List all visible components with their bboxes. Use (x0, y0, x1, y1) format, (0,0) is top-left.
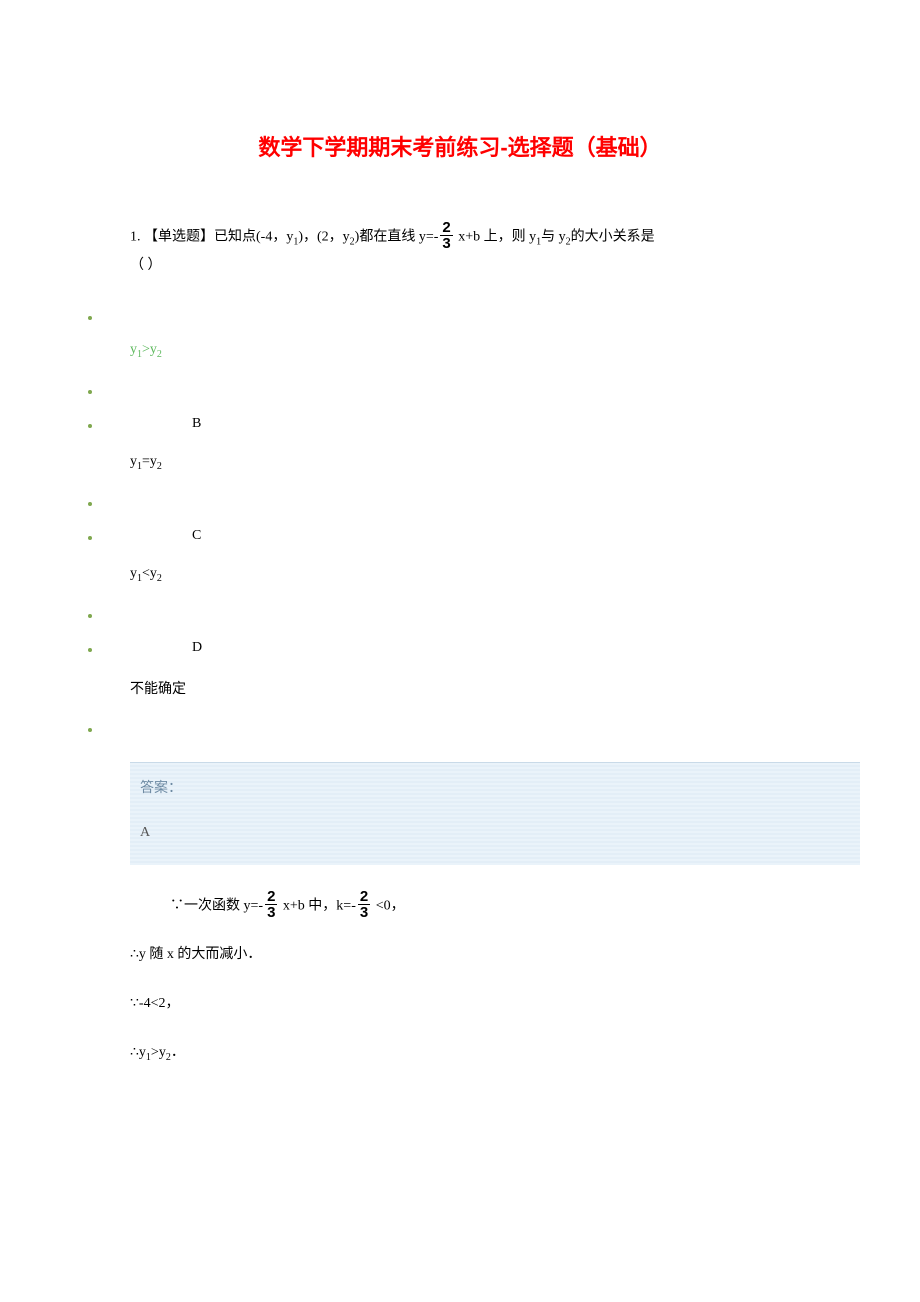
bullet-icon (88, 424, 92, 428)
list-item: B (60, 416, 860, 432)
fraction-icon: 23 (265, 889, 277, 920)
bullet-icon (88, 502, 92, 506)
list-item (60, 720, 860, 732)
bullet-icon (88, 728, 92, 732)
fraction-icon: 23 (440, 220, 452, 251)
q-text-2: )，(2，y (298, 230, 349, 245)
q-text-5: 与 y (541, 230, 566, 245)
bullet-icon (88, 614, 92, 618)
list-item (60, 382, 860, 394)
option-d-letter: D (192, 640, 202, 656)
answer-box: 答案： A (130, 762, 860, 865)
option-c-text: y1<y2 (130, 566, 860, 584)
answer-letter: A (140, 825, 844, 841)
answer-label: 答案： (140, 777, 844, 797)
explain-line-4: ∴y1>y2． (130, 1038, 860, 1069)
list-item: D (60, 640, 860, 656)
q-text-3: )都在直线 y=- (355, 230, 439, 245)
bullet-icon (88, 536, 92, 540)
explain-line-2: ∴y 随 x 的大而减小． (130, 940, 860, 971)
explanation: ∵一次函数 y=-23 x+b 中，k=-23 <0， ∴y 随 x 的大而减小… (130, 891, 860, 1069)
fraction-icon: 23 (358, 889, 370, 920)
list-item: C (60, 528, 860, 544)
options-list: y1>y2 B y1=y2 C y1<y2 D 不能确定 (60, 308, 860, 731)
list-item (60, 494, 860, 506)
q-text-1: 【单选题】已知点(-4，y (144, 230, 293, 245)
q-paren: （ ） (130, 258, 162, 273)
bullet-icon (88, 648, 92, 652)
bullet-icon (88, 316, 92, 320)
question-stem: 1. 【单选题】已知点(-4，y1)，(2，y2)都在直线 y=-23 x+b … (130, 222, 810, 278)
list-item (60, 308, 860, 320)
explain-line-1: ∵一次函数 y=-23 x+b 中，k=-23 <0， (130, 891, 405, 923)
q-text-6: 的大小关系是 (571, 230, 655, 245)
option-c-letter: C (192, 528, 201, 544)
option-d-text: 不能确定 (130, 678, 860, 698)
option-b-text: y1=y2 (130, 454, 860, 472)
option-a-text: y1>y2 (130, 342, 860, 360)
bullet-icon (88, 390, 92, 394)
list-item (60, 606, 860, 618)
option-b-letter: B (192, 416, 201, 432)
page-title: 数学下学期期末考前练习-选择题（基础） (60, 130, 860, 162)
q-number: 1. (130, 230, 141, 245)
explain-line-3: ∵-4<2， (130, 989, 860, 1020)
q-text-4: x+b 上，则 y (455, 230, 536, 245)
